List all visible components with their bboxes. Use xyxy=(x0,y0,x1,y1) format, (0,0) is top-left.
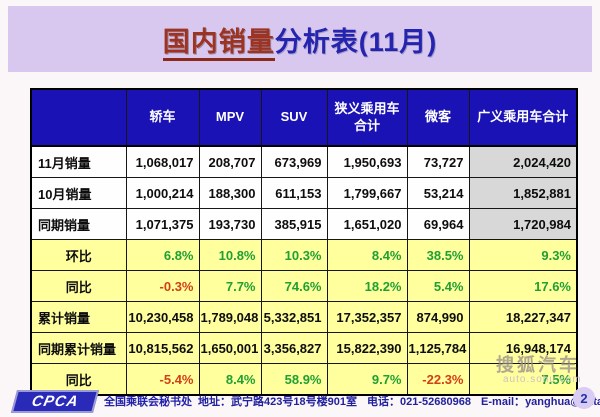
data-cell: 17,352,357 xyxy=(326,301,408,333)
email-label: E-mail： xyxy=(481,396,526,408)
sohu-watermark: 搜狐汽车 xyxy=(496,355,580,375)
data-cell: 8.4% xyxy=(198,363,262,396)
column-header: SUV xyxy=(260,88,328,147)
data-cell: 1,720,984 xyxy=(468,208,578,240)
title-banner: 国内销量分析表(11月) xyxy=(8,6,592,72)
table-row: 10月销量 1,000,214 188,300 611,153 1,799,667 53,… xyxy=(30,177,578,209)
data-cell: 7.7% xyxy=(198,270,262,302)
page-title-highlight: 国内销量 xyxy=(162,26,275,61)
data-cell: 1,852,881 xyxy=(468,177,578,209)
column-header: 狭义乘用车合计 xyxy=(326,88,408,147)
column-header: 广义乘用车合计 xyxy=(468,88,578,147)
data-cell: 17.6% xyxy=(468,270,578,302)
data-cell: 74.6% xyxy=(260,270,328,302)
data-cell: 2,024,420 xyxy=(468,145,578,178)
data-cell: 1,651,020 xyxy=(326,208,408,240)
data-cell: 874,990 xyxy=(406,301,470,333)
address-label: 地址： xyxy=(198,396,231,408)
data-cell: 18.2% xyxy=(326,270,408,302)
data-cell: 1,068,017 xyxy=(125,145,200,178)
data-cell: 3,356,827 xyxy=(260,332,328,364)
table-row: 累计销量 10,230,458 1,789,048 5,332,851 17,352,3… xyxy=(30,301,578,333)
data-cell: 16,948,174 xyxy=(468,332,578,364)
data-cell: 58.9% xyxy=(260,363,328,396)
column-header: 微客 xyxy=(406,88,470,147)
cpca-logo-text: CPCA xyxy=(29,392,81,410)
data-cell: 188,300 xyxy=(198,177,262,209)
contact-line: 地址：武宁路423号18号楼901室 电话：021-52680968 E-mai… xyxy=(198,393,600,409)
data-cell: 10,815,562 xyxy=(125,332,200,364)
data-cell: 1,125,784 xyxy=(406,332,470,364)
data-cell: 1,799,667 xyxy=(326,177,408,209)
data-cell: 9.3% xyxy=(468,239,578,271)
table-row: 11月销量 1,068,017 208,707 673,969 1,950,693 73,… xyxy=(30,145,578,178)
data-cell: 10.3% xyxy=(260,239,328,271)
row-label: 同期累计销量 xyxy=(30,332,127,364)
data-cell: 1,789,048 xyxy=(198,301,262,333)
data-cell: 5.4% xyxy=(406,270,470,302)
page-number: 2 xyxy=(573,387,595,409)
data-cell: 15,822,390 xyxy=(326,332,408,364)
data-cell: -5.4% xyxy=(125,363,200,396)
sales-table-wrapper: 轿车 MPV SUV 狭义乘用车合计 微客 广义乘用车合计 11月销量 1,068,017 2… xyxy=(30,88,578,396)
data-cell: -0.3% xyxy=(125,270,200,302)
page-title-rest: 分析表(11月) xyxy=(274,26,438,57)
row-label: 环比 xyxy=(30,239,127,271)
sohu-url-watermark: auto.sohu.com xyxy=(503,374,582,385)
data-cell: 1,071,375 xyxy=(125,208,200,240)
data-cell: 611,153 xyxy=(260,177,328,209)
org-name: 全国乘联会秘书处 xyxy=(104,396,192,408)
table-row: 同比 -5.4% 8.4% 58.9% 9.7% -22.3% 7.5% xyxy=(30,363,578,396)
sales-table: 轿车 MPV SUV 狭义乘用车合计 微客 广义乘用车合计 11月销量 1,068,017 2… xyxy=(30,88,578,396)
data-cell: 10,230,458 xyxy=(125,301,200,333)
data-cell: -22.3% xyxy=(406,363,470,396)
row-label: 累计销量 xyxy=(30,301,127,333)
column-header: MPV xyxy=(198,88,262,147)
table-row: 同期销量 1,071,375 193,730 385,915 1,651,020 69,9… xyxy=(30,208,578,240)
data-cell: 18,227,347 xyxy=(468,301,578,333)
data-cell: 7.5% xyxy=(468,363,578,396)
data-cell: 10.8% xyxy=(198,239,262,271)
row-label: 11月销量 xyxy=(30,145,127,178)
phone-value: 021-52680968 xyxy=(400,396,471,408)
address-value: 武宁路423号18号楼901室 xyxy=(231,396,357,408)
phone-text: 电话：021-52680968 xyxy=(367,396,471,408)
footer-bar: CPCA 全国乘联会秘书处 地址：武宁路423号18号楼901室 电话：021-… xyxy=(0,385,600,417)
row-label: 10月销量 xyxy=(30,177,127,209)
data-cell: 38.5% xyxy=(406,239,470,271)
cpca-logo: CPCA xyxy=(10,389,100,413)
table-row: 环比 6.8% 10.8% 10.3% 8.4% 38.5% 9.3% xyxy=(30,239,578,271)
table-row: 同比 -0.3% 7.7% 74.6% 18.2% 5.4% 17.6% xyxy=(30,270,578,302)
data-cell: 9.7% xyxy=(326,363,408,396)
data-cell: 385,915 xyxy=(260,208,328,240)
data-cell: 5,332,851 xyxy=(260,301,328,333)
data-cell: 69,964 xyxy=(406,208,470,240)
data-cell: 673,969 xyxy=(260,145,328,178)
data-cell: 1,000,214 xyxy=(125,177,200,209)
page-title: 国内销量分析表(11月) xyxy=(162,20,438,61)
row-label: 同期销量 xyxy=(30,208,127,240)
address-text: 地址：武宁路423号18号楼901室 xyxy=(198,396,357,408)
data-cell: 1,950,693 xyxy=(326,145,408,178)
data-cell: 6.8% xyxy=(125,239,200,271)
table-header: 轿车 MPV SUV 狭义乘用车合计 微客 广义乘用车合计 xyxy=(30,88,578,147)
data-cell: 8.4% xyxy=(326,239,408,271)
column-header: 轿车 xyxy=(125,88,200,147)
data-cell: 53,214 xyxy=(406,177,470,209)
data-cell: 1,650,001 xyxy=(198,332,262,364)
corner-header-cell xyxy=(30,88,127,147)
phone-label: 电话： xyxy=(367,396,401,408)
table-row: 同期累计销量 10,815,562 1,650,001 3,356,827 15,822… xyxy=(30,332,578,364)
row-label: 同比 xyxy=(30,270,127,302)
data-cell: 73,727 xyxy=(406,145,470,178)
data-cell: 193,730 xyxy=(198,208,262,240)
data-cell: 208,707 xyxy=(198,145,262,178)
